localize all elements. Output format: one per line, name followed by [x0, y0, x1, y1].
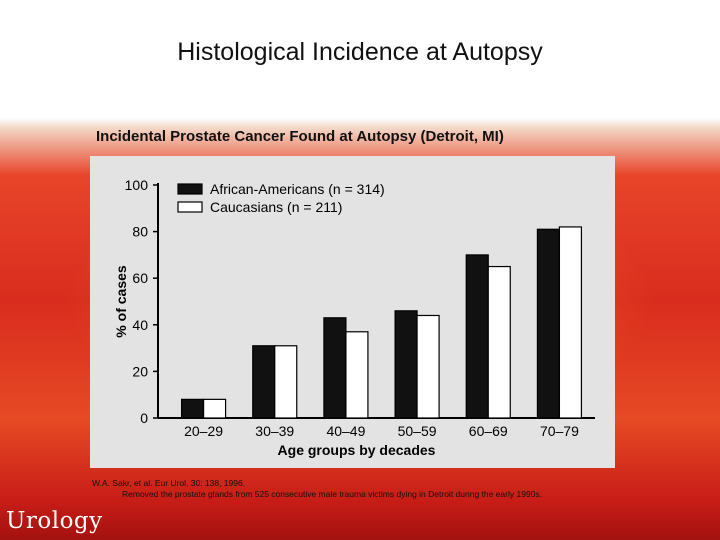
y-tick-label: 40 — [132, 317, 148, 333]
x-tick-label: 30–39 — [255, 423, 294, 439]
bar-caucasians — [202, 398, 227, 419]
slide-title: Histological Incidence at Autopsy — [177, 38, 543, 66]
x-tick-label: 50–59 — [398, 423, 437, 439]
y-tick-label: 0 — [140, 410, 148, 426]
urology-logo: Urology — [6, 508, 103, 534]
bar-african-americans — [394, 310, 418, 419]
bar-chart: 0 20 40 60 80 100 % of cases 20–29 30–39 40–49 50–… — [113, 177, 595, 458]
y-tick-label: 20 — [132, 363, 148, 379]
y-axis-label: % of cases — [113, 265, 129, 338]
legend-label: Caucasians (n = 211) — [210, 199, 342, 215]
y-tick-label: 80 — [132, 224, 148, 240]
bar-caucasians — [274, 345, 298, 419]
x-tick-label: 70–79 — [540, 423, 579, 439]
chart-subtitle: Incidental Prostate Cancer Found at Auto… — [96, 128, 504, 145]
citation-line-2: Removed the prostate glands from 525 con… — [122, 489, 543, 499]
x-tick-label: 60–69 — [469, 423, 508, 439]
legend-label: African-Americans (n = 314) — [210, 181, 385, 197]
x-axis-label: Age groups by decades — [278, 442, 436, 458]
x-tick-label: 40–49 — [326, 423, 365, 439]
bar-caucasians — [487, 265, 511, 419]
bar-african-americans — [323, 317, 347, 419]
bar-african-americans — [180, 398, 205, 419]
bar-african-americans — [465, 254, 489, 419]
legend-swatch — [177, 201, 203, 213]
x-tick-label: 20–29 — [184, 423, 223, 439]
citation: W.A. Sakr, et al. Eur Urol. 30: 138, 199… — [92, 478, 542, 500]
citation-line-1: W.A. Sakr, et al. Eur Urol. 30: 138, 199… — [92, 478, 246, 488]
legend-swatch — [177, 183, 203, 195]
bar-caucasians — [345, 331, 369, 419]
y-tick-label: 60 — [132, 270, 148, 286]
bar-caucasians — [416, 314, 440, 419]
bar-african-americans — [536, 228, 561, 419]
bar-caucasians — [558, 226, 583, 419]
y-tick-label: 100 — [125, 177, 149, 193]
bar-african-americans — [252, 345, 276, 419]
chart-panel: 0 20 40 60 80 100 % of cases 20–29 30–39 40–49 50–… — [90, 156, 615, 468]
